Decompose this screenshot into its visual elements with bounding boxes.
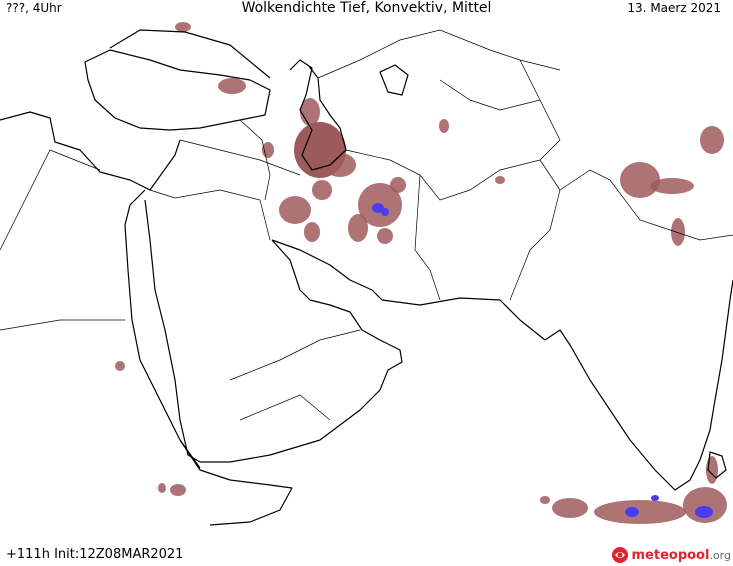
convective-cell [381,208,389,216]
convective-cell [651,495,659,501]
forecast-time: ???, 4Uhr [6,1,62,15]
cloud-patch [495,176,505,184]
cloud-patch [218,78,246,94]
run-info: +111h Init:12Z08MAR2021 [6,547,184,562]
convective-cell [695,506,713,518]
weather-map [0,22,733,526]
cloud-patch [683,487,727,523]
meteopool-globe-icon [611,547,628,563]
convective-cell [372,203,384,213]
cloud-patch [620,162,660,198]
meteopool-logo[interactable]: meteopool.org [611,544,732,566]
coastlines [0,29,733,526]
cloud-patch [650,178,694,194]
country-borders [0,29,733,421]
cloud-patch [158,483,166,493]
cloud-patch [324,153,356,177]
cloud-patch [552,498,588,518]
cloud-patch [279,196,311,224]
cloud-patch [115,361,125,371]
cloud-patch [390,177,406,193]
cloud-patch [348,214,368,242]
cloud-patch [540,496,550,504]
cloud-patch [175,22,191,32]
convective-cell [625,507,639,517]
cloud-patch [262,142,274,158]
logo-wordmark: meteopool.org [631,547,732,563]
cloud-patch [170,484,186,496]
cloud-patch [377,228,393,244]
cloud-patch [594,500,686,524]
convective-layer [372,203,713,518]
cloud-patch [304,222,320,242]
forecast-date: 13. Maerz 2021 [627,1,721,15]
map-title: Wolkendichte Tief, Konvektiv, Mittel [241,0,492,16]
cloud-patch [312,180,332,200]
cloud-patch [700,126,724,154]
cloud-patch [439,119,449,133]
cloud-patch [671,218,685,246]
cloud-layer [115,22,727,524]
